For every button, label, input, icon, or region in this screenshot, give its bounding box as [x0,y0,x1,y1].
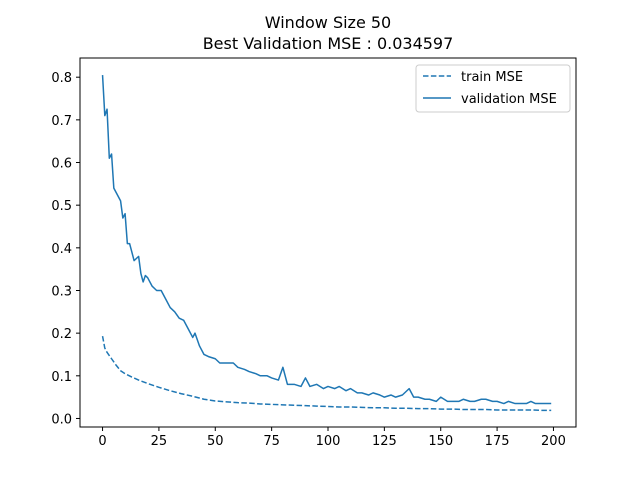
y-tick-label: 0.2 [51,327,72,342]
x-tick-label: 50 [207,434,224,449]
x-axis: 0 25 50 75 100 125 150 175 200 [98,427,566,449]
y-tick-label: 0.3 [51,284,72,299]
chart-title: Window Size 50 [265,13,391,32]
x-tick-label: 75 [263,434,280,449]
x-tick-label: 25 [151,434,168,449]
y-tick-label: 0.6 [51,157,72,172]
x-tick-label: 175 [485,434,510,449]
legend-frame [415,64,571,113]
y-tick-label: 0.1 [51,370,72,385]
y-tick-label: 0.5 [51,199,72,214]
x-tick-label: 125 [372,434,397,449]
y-tick-label: 0.8 [51,71,72,86]
legend-label-train: train MSE [461,70,523,85]
plot-area [79,57,577,428]
chart-subtitle: Best Validation MSE : 0.034597 [203,34,454,53]
x-tick-label: 150 [428,434,453,449]
y-axis: 0.0 0.1 0.2 0.3 0.4 0.5 0.6 0.7 0.8 [51,71,80,427]
x-tick-label: 0 [98,434,106,449]
series-layer [101,75,552,412]
y-tick-label: 0.4 [51,242,72,257]
y-tick-label: 0.0 [51,412,72,427]
legend: train MSE validation MSE [415,64,571,113]
legend-label-validation: validation MSE [461,92,557,107]
series-line-validation-mse [101,75,552,405]
series-line-train-mse [101,336,552,412]
axes-frame [79,57,577,428]
x-tick-label: 200 [541,434,566,449]
x-tick-label: 100 [316,434,341,449]
y-tick-label: 0.7 [51,114,72,129]
